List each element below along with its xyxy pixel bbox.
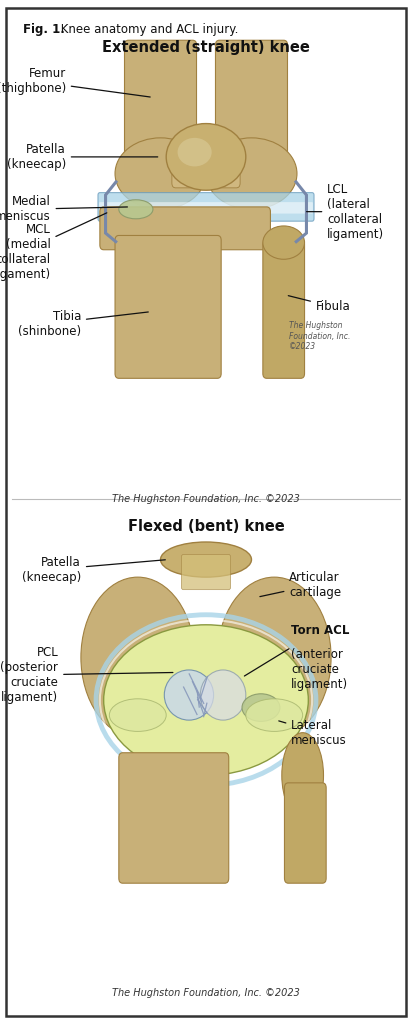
Ellipse shape (104, 625, 308, 775)
Ellipse shape (282, 733, 323, 818)
Ellipse shape (206, 138, 297, 209)
FancyBboxPatch shape (98, 193, 314, 221)
FancyBboxPatch shape (115, 236, 221, 378)
Text: Extended (straight) knee: Extended (straight) knee (102, 40, 310, 55)
FancyBboxPatch shape (181, 555, 231, 590)
Text: PCL
(posterior
cruciate
ligament): PCL (posterior cruciate ligament) (0, 646, 173, 703)
Ellipse shape (263, 226, 304, 259)
Text: Medial
meniscus: Medial meniscus (0, 196, 127, 223)
FancyBboxPatch shape (284, 782, 326, 883)
Text: Fibula: Fibula (288, 296, 351, 313)
FancyBboxPatch shape (6, 8, 406, 1016)
Text: LCL
(lateral
collateral
ligament): LCL (lateral collateral ligament) (307, 182, 384, 241)
FancyBboxPatch shape (100, 207, 270, 250)
Ellipse shape (119, 200, 153, 219)
Text: (anterior
cruciate
ligament): (anterior cruciate ligament) (291, 648, 349, 691)
FancyBboxPatch shape (172, 150, 240, 187)
Ellipse shape (81, 578, 194, 737)
Ellipse shape (246, 698, 303, 731)
Text: Flexed (bent) knee: Flexed (bent) knee (128, 519, 284, 535)
FancyBboxPatch shape (263, 241, 304, 378)
Ellipse shape (242, 694, 280, 721)
Text: Lateral
meniscus: Lateral meniscus (279, 719, 347, 746)
FancyBboxPatch shape (124, 40, 197, 160)
Text: Knee anatomy and ACL injury.: Knee anatomy and ACL injury. (57, 23, 238, 36)
Ellipse shape (218, 578, 331, 737)
Ellipse shape (200, 670, 246, 720)
Text: Patella
(kneecap): Patella (kneecap) (22, 556, 165, 584)
Ellipse shape (164, 670, 213, 720)
Ellipse shape (109, 698, 166, 731)
Ellipse shape (115, 138, 206, 209)
FancyBboxPatch shape (99, 202, 313, 214)
Text: The Hughston Foundation, Inc. ©2023: The Hughston Foundation, Inc. ©2023 (112, 495, 300, 505)
Text: The Hughston Foundation, Inc. ©2023: The Hughston Foundation, Inc. ©2023 (112, 987, 300, 997)
Text: Fig. 1.: Fig. 1. (23, 23, 65, 36)
Ellipse shape (161, 542, 251, 578)
Text: Femur
(thighbone): Femur (thighbone) (0, 67, 150, 97)
FancyBboxPatch shape (215, 40, 288, 160)
Text: Articular
cartilage: Articular cartilage (260, 570, 342, 599)
Text: Torn ACL: Torn ACL (291, 625, 350, 637)
Text: MCL
(medial
collateral
ligament): MCL (medial collateral ligament) (0, 213, 107, 282)
Text: Patella
(kneecap): Patella (kneecap) (7, 143, 158, 171)
FancyBboxPatch shape (119, 753, 229, 883)
Ellipse shape (178, 138, 212, 167)
Ellipse shape (166, 124, 246, 190)
Text: Tibia
(shinbone): Tibia (shinbone) (18, 309, 148, 338)
Text: The Hughston
Foundation, Inc.
©2023: The Hughston Foundation, Inc. ©2023 (289, 322, 351, 351)
